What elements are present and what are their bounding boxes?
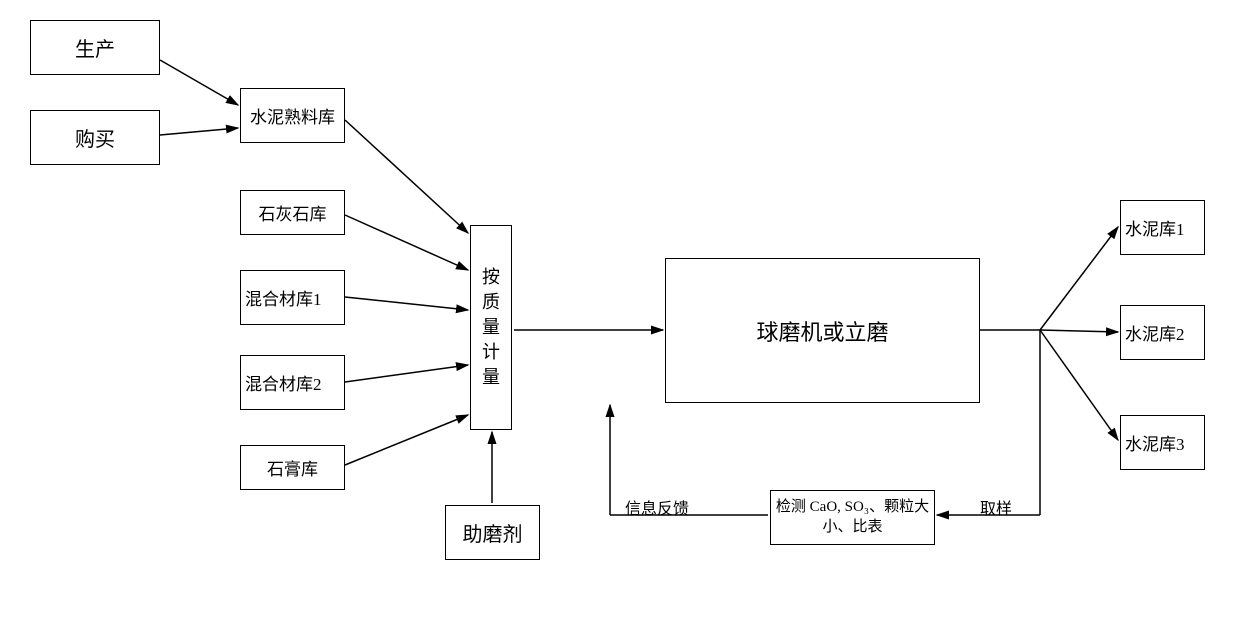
node-label: 生产 xyxy=(75,33,115,62)
node-label: 水泥库3 xyxy=(1125,430,1185,455)
node-label: 助磨剂 xyxy=(463,518,523,547)
node-label: 水泥库1 xyxy=(1125,215,1185,240)
node-label: 购买 xyxy=(75,123,115,152)
label-text: 信息反馈 xyxy=(625,501,689,518)
node-purchase: 购买 xyxy=(30,110,160,165)
node-label: 按质量计量 xyxy=(482,265,500,391)
node-mill: 球磨机或立磨 xyxy=(665,258,980,403)
node-silo1: 水泥库1 xyxy=(1120,200,1205,255)
node-label: 检测 CaO, SO₃、颗粒大小、比表 xyxy=(775,498,930,537)
flow-arrows xyxy=(0,0,1240,632)
node-label: 水泥库2 xyxy=(1125,320,1185,345)
node-label: 混合材库1 xyxy=(245,285,322,310)
node-weighing: 按质量计量 xyxy=(470,225,512,430)
node-silo3: 水泥库3 xyxy=(1120,415,1205,470)
node-label: 混合材库2 xyxy=(245,370,322,395)
node-clinker: 水泥熟料库 xyxy=(240,88,345,143)
label-sampling: 取样 xyxy=(980,495,1012,519)
node-limestone: 石灰石库 xyxy=(240,190,345,235)
node-detect: 检测 CaO, SO₃、颗粒大小、比表 xyxy=(770,490,935,545)
label-text: 取样 xyxy=(980,501,1012,518)
node-mix2: 混合材库2 xyxy=(240,355,345,410)
node-silo2: 水泥库2 xyxy=(1120,305,1205,360)
node-grindaid: 助磨剂 xyxy=(445,505,540,560)
node-mix1: 混合材库1 xyxy=(240,270,345,325)
node-label: 石灰石库 xyxy=(259,200,327,225)
label-feedback: 信息反馈 xyxy=(625,495,689,519)
node-label: 球磨机或立磨 xyxy=(756,315,888,347)
node-gypsum: 石膏库 xyxy=(240,445,345,490)
node-label: 石膏库 xyxy=(267,455,318,480)
node-produce: 生产 xyxy=(30,20,160,75)
node-label: 水泥熟料库 xyxy=(250,103,335,128)
